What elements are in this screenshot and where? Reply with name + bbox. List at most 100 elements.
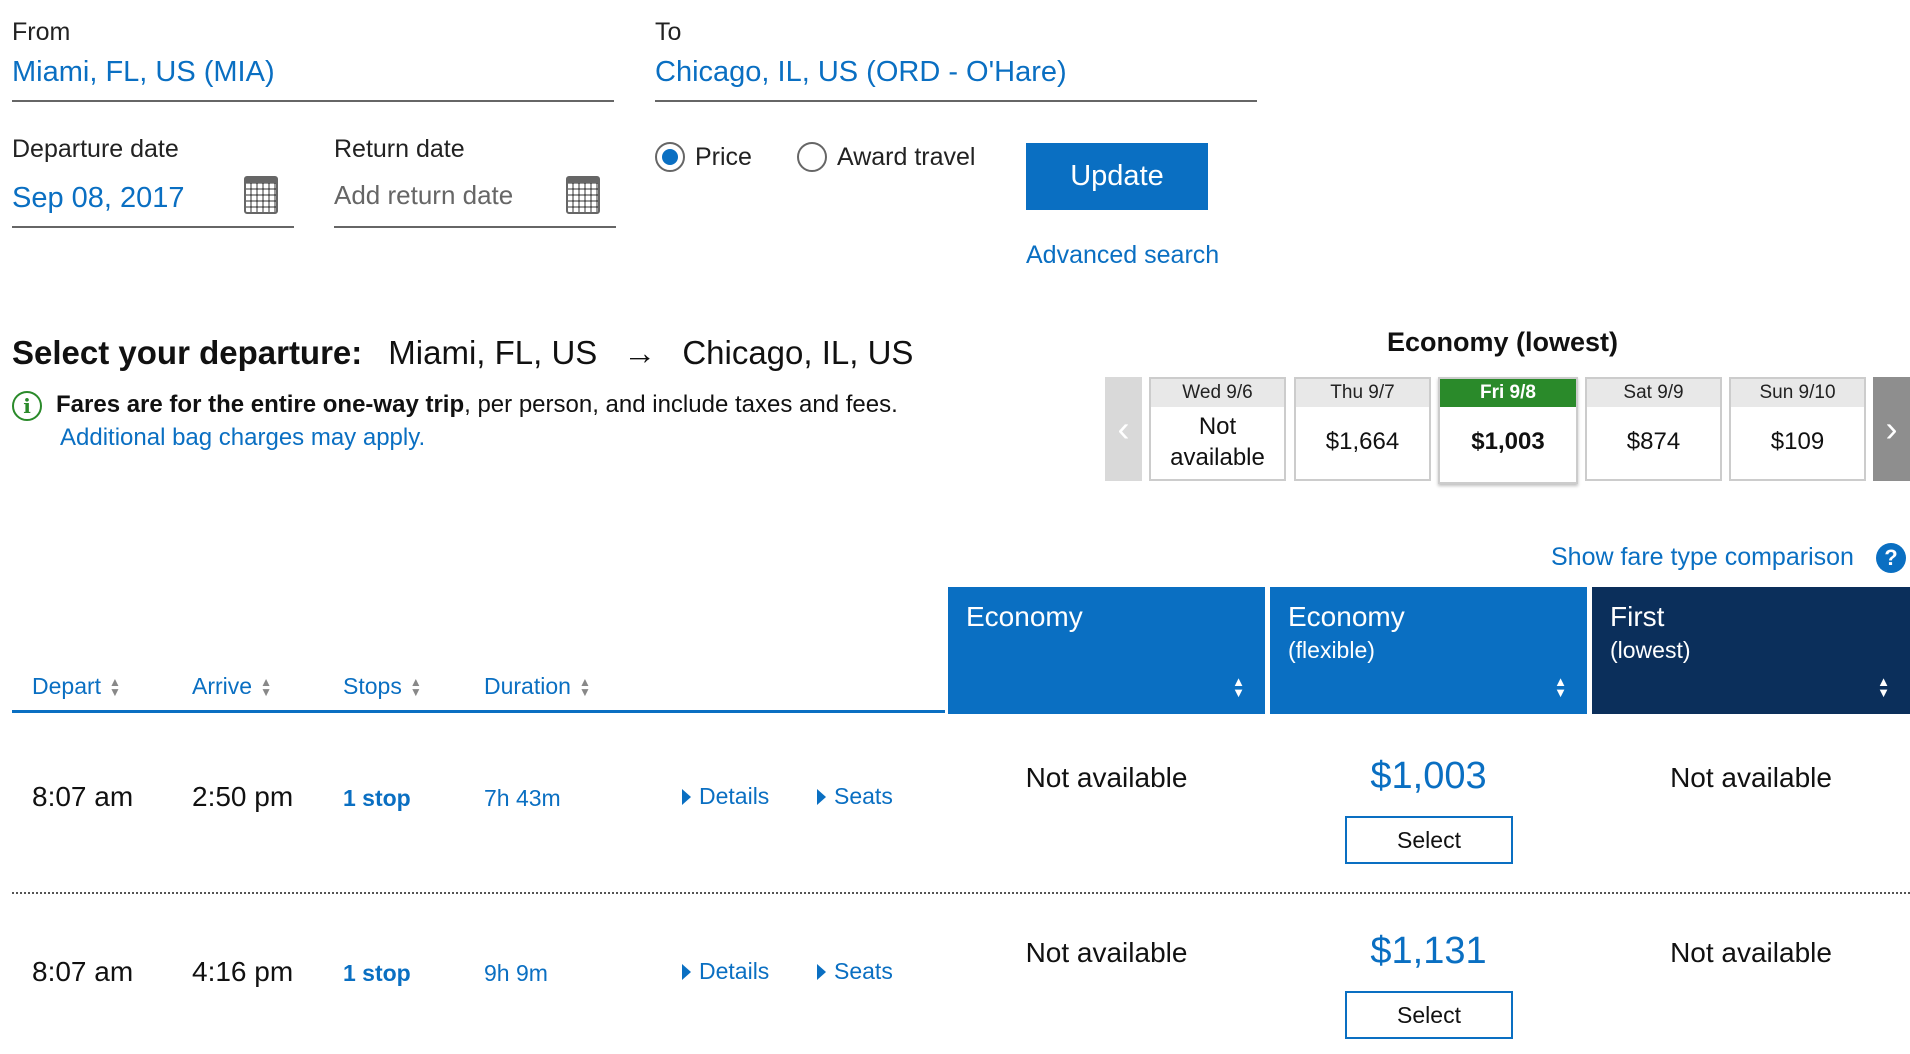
seats-link[interactable]: Seats — [817, 958, 893, 985]
departure-date-label: Departure date — [12, 135, 179, 163]
fare-type-sub: (lowest) — [1610, 637, 1691, 663]
seats-label: Seats — [834, 958, 893, 984]
calendar-next-chevron-icon[interactable]: › — [1873, 377, 1910, 481]
details-link[interactable]: Details — [682, 958, 769, 985]
sort-stops[interactable]: Stops ▲ ▼ — [343, 673, 422, 700]
price-radio-option[interactable]: Price — [655, 142, 752, 172]
calendar-day-label: Wed 9/6 — [1151, 379, 1284, 407]
help-icon[interactable]: ? — [1876, 543, 1906, 573]
select-button[interactable]: Select — [1345, 991, 1513, 1039]
economy-not-available: Not available — [1025, 937, 1188, 968]
destination-city: Chicago, IL, US — [682, 334, 914, 371]
sort-arrows-icon: ▲ ▼ — [578, 674, 591, 699]
flex-price: $1,003 — [1370, 755, 1487, 797]
table-row: 8:07 am 4:16 pm 1 stop 9h 9m Details Sea… — [0, 905, 1910, 1054]
award-radio-option[interactable]: Award travel — [797, 142, 976, 172]
update-button[interactable]: Update — [1026, 143, 1208, 210]
calendar-day-price: $109 — [1770, 428, 1825, 456]
fares-note-rest: , per person, and include taxes and fees… — [464, 391, 898, 418]
sort-arrows-icon: ▲ ▼ — [1232, 674, 1245, 700]
sort-duration[interactable]: Duration ▲ ▼ — [484, 673, 591, 700]
fare-type-name: First — [1610, 601, 1665, 632]
first-not-available: Not available — [1670, 762, 1832, 793]
fare-header-economy[interactable]: Economy ▲ ▼ — [948, 587, 1265, 714]
stops-link[interactable]: 1 stop — [343, 960, 411, 986]
sort-duration-label: Duration — [484, 673, 571, 699]
seats-link[interactable]: Seats — [817, 783, 893, 810]
advanced-search-link[interactable]: Advanced search — [1026, 241, 1220, 269]
depart-time: 8:07 am — [32, 956, 134, 987]
caret-right-icon — [682, 788, 691, 805]
fare-comparison-link[interactable]: Show fare type comparison — [1551, 543, 1854, 571]
return-date-placeholder: Add return date — [334, 180, 514, 210]
calendar-day-selected[interactable]: Fri 9/8 $1,003 — [1438, 377, 1578, 484]
from-field[interactable]: Miami, FL, US (MIA) — [12, 56, 614, 102]
fare-header-economy-flexible[interactable]: Economy (flexible) ▲ ▼ — [1270, 587, 1587, 714]
info-icon: i — [12, 391, 42, 421]
award-radio[interactable] — [797, 142, 827, 172]
bag-charges-link[interactable]: Additional bag charges may apply. — [60, 424, 426, 451]
select-departure-label: Select your departure: — [12, 334, 363, 371]
calendar-day-label: Sat 9/9 — [1587, 379, 1720, 407]
calendar-day-label: Thu 9/7 — [1296, 379, 1429, 407]
fare-type-sub: (flexible) — [1288, 637, 1375, 663]
select-button[interactable]: Select — [1345, 816, 1513, 864]
calendar-day[interactable]: Wed 9/6 Not available — [1149, 377, 1286, 481]
sort-stops-label: Stops — [343, 673, 402, 699]
price-radio[interactable] — [655, 142, 685, 172]
arrive-time: 2:50 pm — [192, 781, 294, 812]
row-divider — [12, 892, 1910, 894]
sort-arrive-label: Arrive — [192, 673, 253, 699]
radio-selected-dot — [662, 149, 678, 165]
caret-right-icon — [682, 963, 691, 980]
details-label: Details — [699, 783, 770, 809]
calendar-day[interactable]: Thu 9/7 $1,664 — [1294, 377, 1431, 481]
calendar-day[interactable]: Sun 9/10 $109 — [1729, 377, 1866, 481]
route-arrow-icon: → — [623, 334, 657, 371]
stops-link[interactable]: 1 stop — [343, 785, 411, 811]
sort-arrows-icon: ▲ ▼ — [260, 674, 272, 699]
to-field[interactable]: Chicago, IL, US (ORD - O'Hare) — [655, 56, 1257, 102]
calendar-day-label: Fri 9/8 — [1440, 379, 1576, 407]
fares-note: Fares are for the entire one-way trip, p… — [56, 391, 898, 419]
first-not-available: Not available — [1670, 937, 1832, 968]
sort-arrows-icon: ▲ ▼ — [409, 674, 422, 699]
from-value: Miami, FL, US (MIA) — [12, 56, 275, 88]
calendar-icon[interactable] — [566, 176, 600, 214]
sort-arrows-icon: ▲ ▼ — [1554, 674, 1567, 700]
award-radio-label: Award travel — [837, 142, 976, 171]
fare-type-name: Economy — [1288, 601, 1405, 632]
calendar-day[interactable]: Sat 9/9 $874 — [1585, 377, 1722, 481]
calendar-prev-chevron-icon[interactable]: ‹ — [1105, 377, 1142, 481]
to-label: To — [655, 18, 682, 46]
fare-type-name: Economy — [966, 601, 1083, 632]
caret-right-icon — [817, 788, 826, 805]
fares-note-bold: Fares are for the entire one-way trip — [56, 391, 465, 418]
price-radio-label: Price — [695, 142, 752, 171]
economy-not-available: Not available — [1025, 762, 1188, 793]
calendar-icon[interactable] — [244, 176, 278, 214]
table-header-underline — [12, 710, 945, 713]
sort-arrive[interactable]: Arrive ▲ ▼ — [192, 673, 272, 700]
calendar-day-label: Sun 9/10 — [1731, 379, 1864, 407]
sort-depart-label: Depart — [32, 673, 102, 699]
calendar-day-price: $874 — [1626, 428, 1681, 456]
departure-date-value: Sep 08, 2017 — [12, 182, 185, 214]
seats-label: Seats — [834, 783, 893, 809]
calendar-title: Economy (lowest) — [1387, 327, 1619, 357]
details-label: Details — [699, 958, 770, 984]
calendar-day-price: $1,003 — [1471, 428, 1545, 456]
caret-right-icon — [817, 963, 826, 980]
depart-time: 8:07 am — [32, 781, 134, 812]
calendar-day-price: Not available — [1170, 412, 1265, 471]
sort-depart[interactable]: Depart ▲ ▼ — [32, 673, 121, 700]
return-date-field[interactable]: Add return date — [334, 172, 616, 228]
from-label: From — [12, 18, 71, 46]
departure-date-field[interactable]: Sep 08, 2017 — [12, 172, 294, 228]
fare-header-first[interactable]: First (lowest) ▲ ▼ — [1592, 587, 1910, 714]
details-link[interactable]: Details — [682, 783, 769, 810]
duration-value: 9h 9m — [484, 960, 548, 986]
duration-value: 7h 43m — [484, 785, 561, 811]
page-title: Select your departure: Miami, FL, US → C… — [12, 334, 913, 372]
to-value: Chicago, IL, US (ORD - O'Hare) — [655, 56, 1067, 88]
